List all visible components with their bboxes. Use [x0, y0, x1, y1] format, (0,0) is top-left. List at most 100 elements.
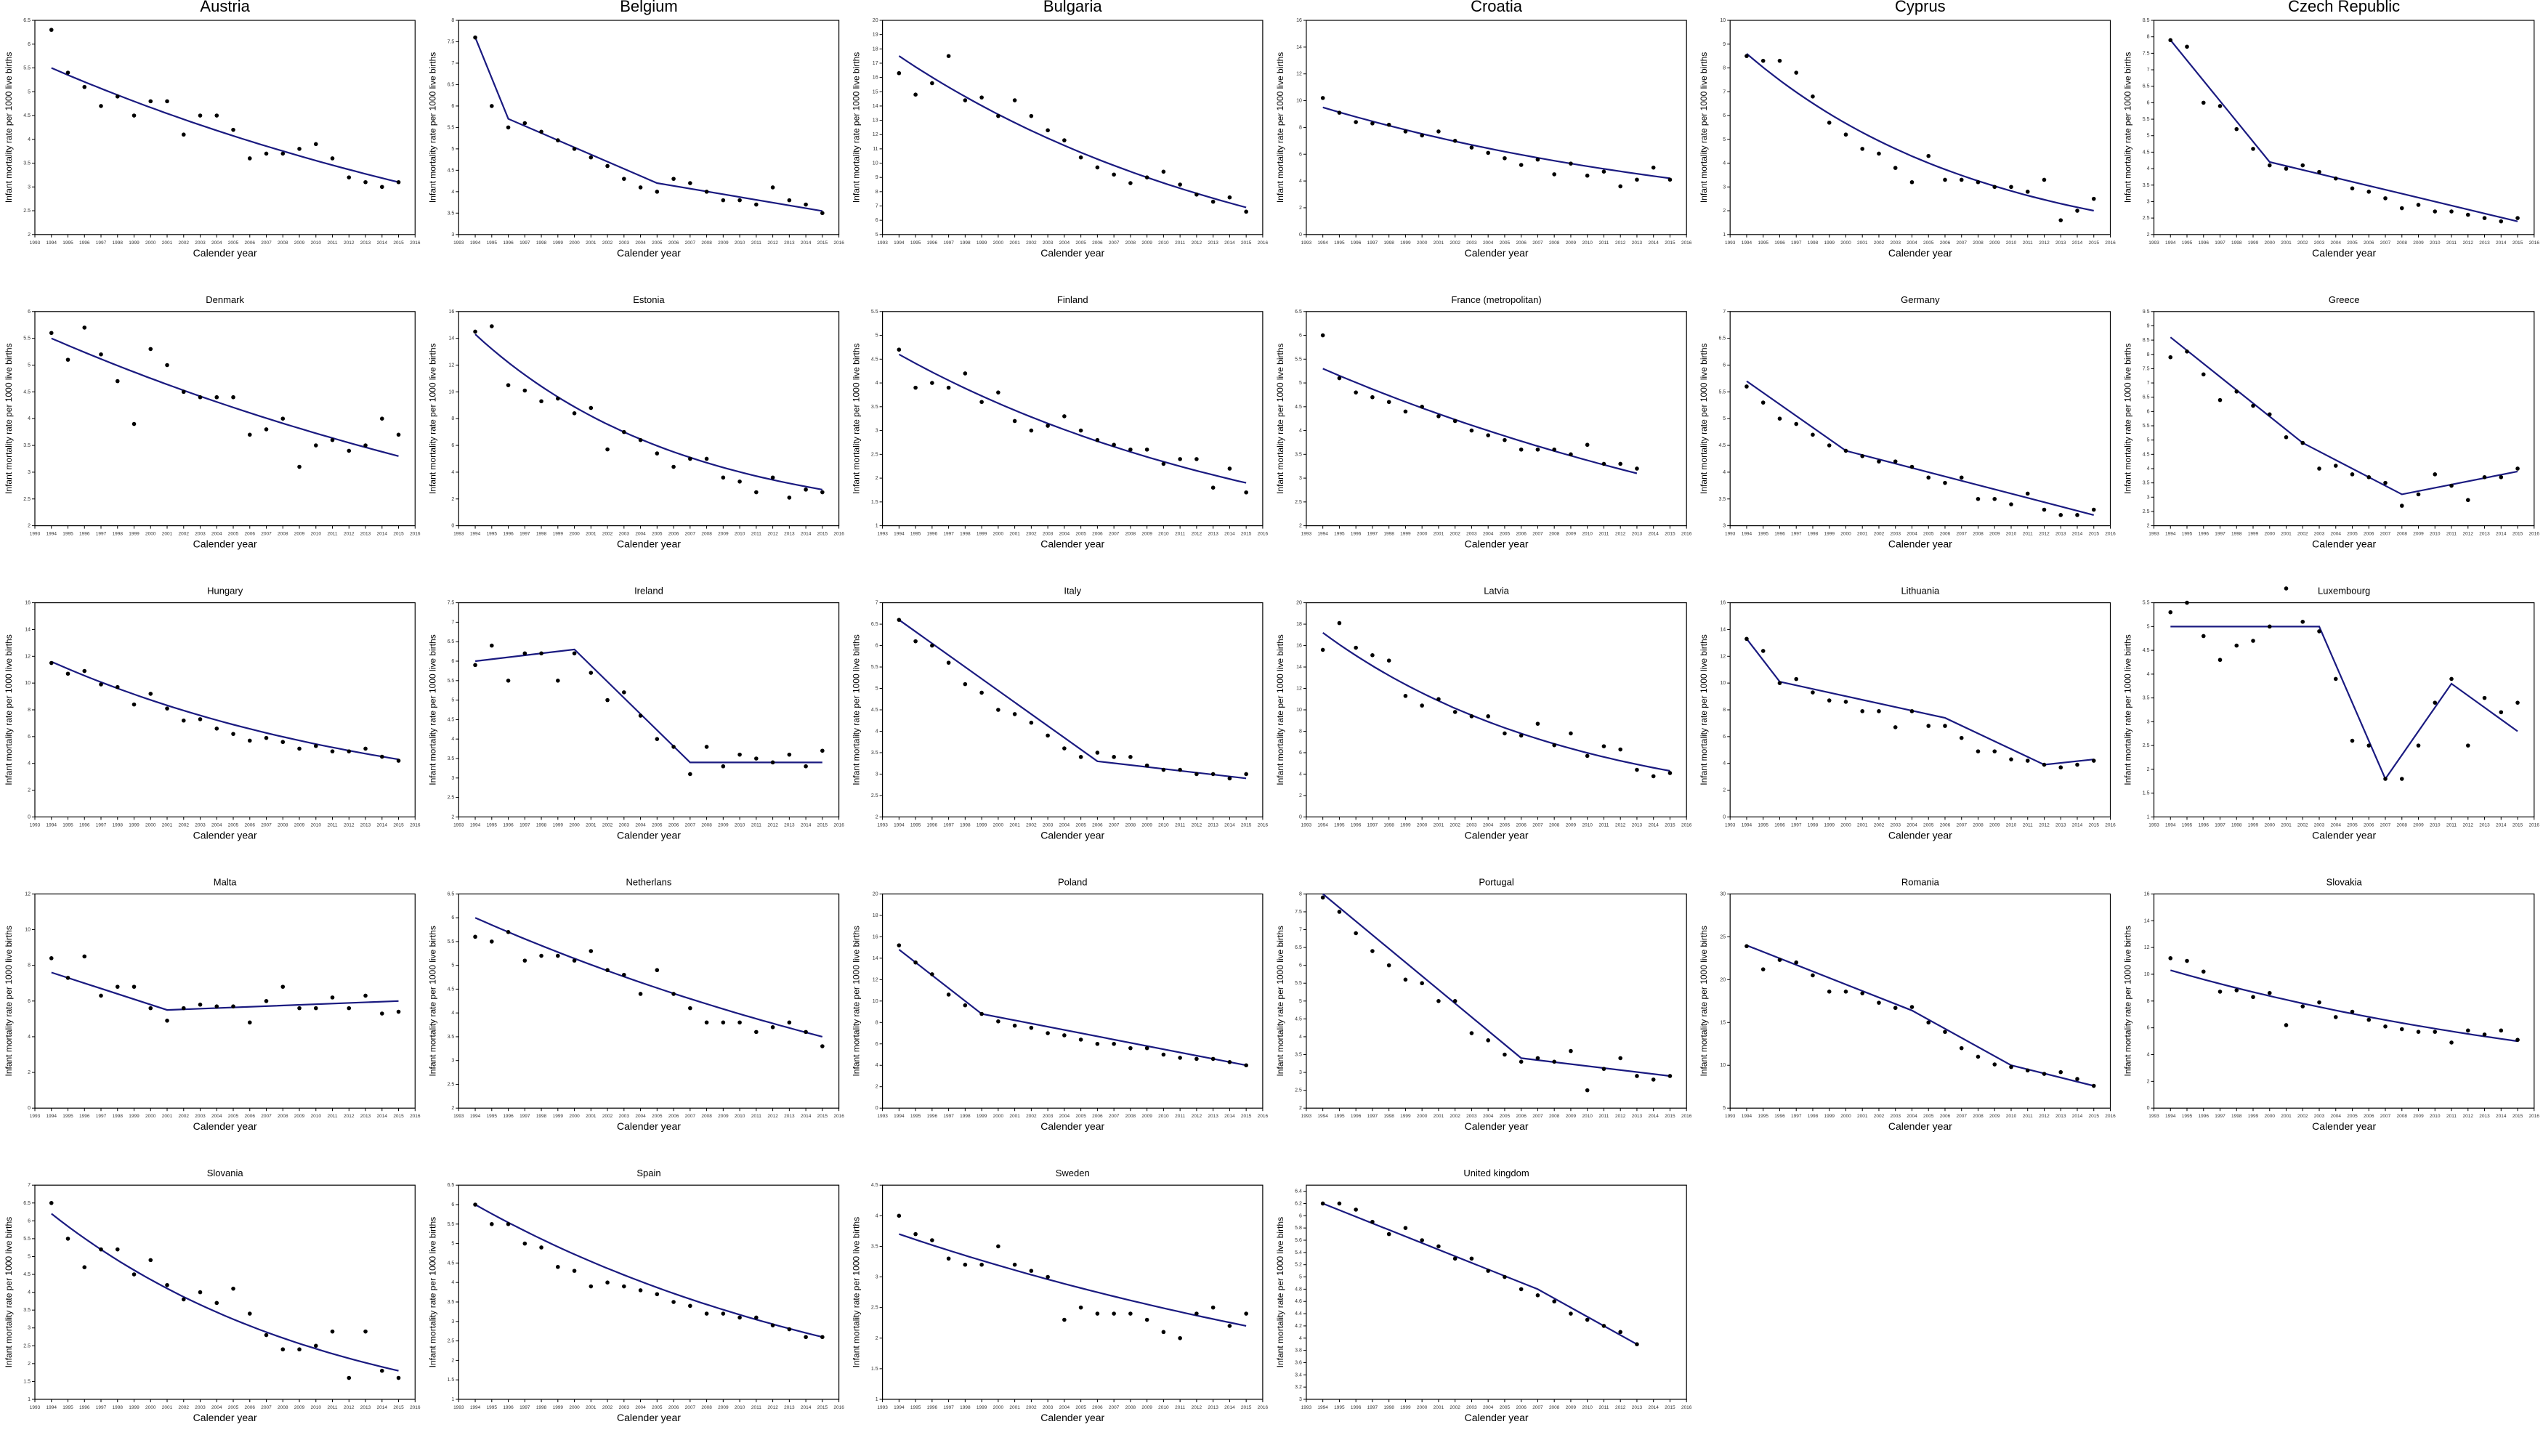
x-tick-label: 2008 — [701, 532, 712, 537]
x-tick-label: 1995 — [487, 532, 498, 537]
x-tick-label: 1994 — [470, 532, 481, 537]
x-tick-label: 2003 — [619, 532, 630, 537]
data-point — [605, 163, 610, 169]
y-tick-label: 10 — [25, 681, 31, 686]
data-point — [2201, 634, 2206, 639]
y-tick-label: 5 — [28, 363, 31, 368]
y-axis-label: Infant mortality rate per 1000 live birt… — [4, 1217, 14, 1367]
y-tick-label: 9 — [1723, 42, 1726, 47]
y-tick-label: 14 — [25, 627, 31, 632]
y-tick-label: 1 — [1723, 232, 1726, 238]
data-point — [181, 718, 186, 723]
y-tick-label: 6.4 — [1295, 1189, 1302, 1194]
x-tick-label: 2009 — [1141, 240, 1152, 246]
x-tick-label: 2014 — [377, 1114, 388, 1119]
y-tick-label: 4.5 — [448, 987, 455, 992]
x-tick-label: 1999 — [1400, 1114, 1411, 1119]
x-tick-label: 1993 — [30, 532, 41, 537]
data-point — [181, 132, 186, 137]
data-point — [1519, 163, 1524, 167]
y-tick-label: 4 — [451, 190, 454, 195]
data-point — [1618, 747, 1622, 752]
x-tick-label: 2003 — [195, 1114, 206, 1119]
data-point — [1029, 720, 1034, 725]
y-tick-label: 14 — [1296, 665, 1302, 670]
x-axis-label: Calender year — [193, 1120, 257, 1132]
data-point — [2366, 1017, 2372, 1022]
x-tick-label: 2006 — [245, 1114, 256, 1119]
x-tick-label: 1994 — [470, 1114, 481, 1119]
y-tick-label: 8 — [1299, 891, 1302, 897]
y-tick-label: 16 — [873, 934, 878, 939]
x-tick-label: 2003 — [2314, 822, 2325, 828]
y-tick-label: 0 — [1299, 232, 1302, 238]
x-tick-label: 1996 — [79, 532, 90, 537]
y-tick-label: 2 — [2147, 1079, 2150, 1084]
data-point — [82, 668, 87, 674]
data-point — [1244, 1311, 1248, 1316]
y-tick-label: 5.5 — [1718, 389, 1726, 395]
x-tick-label: 2016 — [833, 532, 844, 537]
data-point — [473, 663, 477, 668]
x-tick-label: 2010 — [1158, 240, 1169, 246]
data-point — [1926, 724, 1931, 728]
x-tick-label: 1998 — [960, 1114, 971, 1119]
x-tick-label: 2004 — [1907, 1114, 1917, 1119]
x-tick-label: 2009 — [1989, 240, 2000, 246]
x-tick-label: 2016 — [1258, 1114, 1269, 1119]
data-point — [1012, 418, 1017, 424]
data-point — [688, 1006, 692, 1011]
y-tick-label: 6 — [2147, 1026, 2150, 1031]
panel-title: Latvia — [1484, 586, 1509, 596]
x-tick-label: 2004 — [211, 240, 222, 246]
y-tick-label: 1 — [2147, 814, 2150, 820]
x-tick-label: 2008 — [278, 1405, 288, 1410]
x-tick-label: 2008 — [1973, 532, 1984, 537]
trend-line — [898, 353, 1247, 484]
data-point — [1210, 485, 1216, 490]
x-tick-label: 2007 — [1109, 1405, 1120, 1410]
x-tick-label: 2002 — [1450, 1405, 1460, 1410]
plot-frame — [34, 311, 416, 527]
x-tick-label: 1997 — [96, 1114, 107, 1119]
trend-line — [1746, 380, 2094, 516]
data-point — [1811, 973, 1815, 978]
y-tick-label: 3.5 — [1718, 497, 1726, 502]
x-tick-label: 2001 — [162, 240, 173, 246]
data-point — [2350, 738, 2355, 743]
data-point — [148, 692, 153, 696]
data-point — [1760, 967, 1766, 971]
x-tick-label: 1999 — [1400, 532, 1411, 537]
data-point — [605, 968, 610, 973]
data-point — [1244, 490, 1248, 495]
y-tick-label: 0 — [876, 1106, 878, 1111]
trend-line — [2170, 969, 2518, 1043]
x-tick-label: 2009 — [1566, 240, 1577, 246]
x-tick-label: 2011 — [2446, 240, 2457, 246]
x-tick-label: 2008 — [1549, 1405, 1560, 1410]
data-point — [1095, 1311, 1100, 1316]
trend-line — [474, 648, 822, 764]
y-tick-label: 2 — [1723, 209, 1726, 214]
trend-line — [1746, 945, 2094, 1087]
data-point — [1227, 1060, 1232, 1064]
y-tick-label: 12 — [873, 977, 878, 982]
data-point — [1354, 120, 1358, 124]
x-tick-label: 2016 — [2529, 240, 2540, 246]
x-tick-label: 2006 — [2364, 822, 2374, 828]
x-tick-label: 2003 — [195, 822, 206, 828]
y-tick-label: 5 — [28, 1254, 31, 1259]
y-tick-label: 2 — [451, 814, 454, 820]
y-tick-label: 12 — [1296, 687, 1302, 692]
data-point — [1552, 447, 1556, 452]
y-tick-label: 2 — [1723, 788, 1726, 793]
data-point — [2449, 676, 2454, 682]
data-point — [2482, 216, 2487, 220]
data-point — [1370, 949, 1375, 953]
x-tick-label: 2004 — [1907, 822, 1917, 828]
x-tick-label: 2009 — [1566, 532, 1577, 537]
data-point — [605, 447, 610, 452]
data-point — [721, 764, 726, 769]
data-point — [1976, 496, 1981, 501]
